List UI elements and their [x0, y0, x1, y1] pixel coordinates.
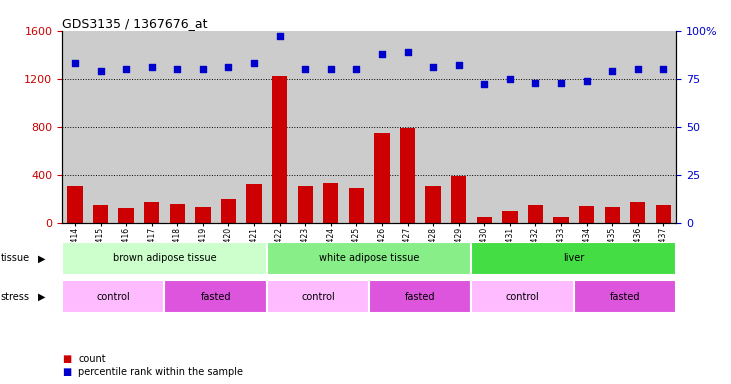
Bar — [246, 184, 262, 223]
Point — [69, 60, 81, 66]
Bar — [144, 202, 159, 223]
Bar — [374, 133, 390, 223]
Point — [606, 68, 618, 74]
Point — [273, 33, 285, 40]
Point — [325, 66, 336, 72]
Bar — [471, 242, 676, 275]
Bar — [267, 242, 471, 275]
Point — [529, 79, 541, 86]
Text: control: control — [301, 291, 335, 302]
Point — [120, 66, 132, 72]
Bar — [298, 185, 313, 223]
Bar — [630, 202, 645, 223]
Bar — [425, 185, 441, 223]
Point — [478, 81, 490, 88]
Point — [504, 76, 516, 82]
Text: stress: stress — [1, 292, 30, 302]
Bar — [400, 128, 415, 223]
Text: GDS3135 / 1367676_at: GDS3135 / 1367676_at — [62, 17, 208, 30]
Bar — [221, 199, 236, 223]
Point — [658, 66, 670, 72]
Point — [95, 68, 107, 74]
Bar — [656, 205, 671, 223]
Point — [145, 64, 158, 70]
Point — [427, 64, 439, 70]
Bar — [67, 185, 83, 223]
Point — [171, 66, 183, 72]
Text: ■: ■ — [62, 367, 72, 377]
Bar — [574, 280, 676, 313]
Point — [222, 64, 234, 70]
Text: tissue: tissue — [1, 253, 30, 263]
Text: control: control — [96, 291, 130, 302]
Point — [300, 66, 311, 72]
Point — [632, 66, 644, 72]
Bar — [579, 206, 594, 223]
Text: ▶: ▶ — [38, 292, 45, 302]
Bar — [164, 280, 267, 313]
Bar — [323, 183, 338, 223]
Point — [402, 49, 414, 55]
Point — [453, 62, 465, 68]
Text: fasted: fasted — [405, 291, 436, 302]
Bar — [195, 207, 211, 223]
Text: control: control — [506, 291, 539, 302]
Text: liver: liver — [563, 253, 585, 263]
Bar — [93, 205, 108, 223]
Bar — [451, 176, 466, 223]
Bar — [471, 280, 574, 313]
Text: count: count — [78, 354, 106, 364]
Bar — [272, 76, 287, 223]
Text: percentile rank within the sample: percentile rank within the sample — [78, 367, 243, 377]
Bar — [369, 280, 471, 313]
Point — [197, 66, 209, 72]
Point — [556, 79, 567, 86]
Bar — [553, 217, 569, 223]
Text: white adipose tissue: white adipose tissue — [319, 253, 420, 263]
Bar — [502, 211, 518, 223]
Point — [376, 51, 387, 57]
Bar — [605, 207, 620, 223]
Bar — [62, 242, 267, 275]
Bar — [349, 188, 364, 223]
Text: ▶: ▶ — [38, 253, 45, 263]
Bar — [477, 217, 492, 223]
Text: fasted: fasted — [610, 291, 640, 302]
Point — [581, 78, 593, 84]
Text: fasted: fasted — [200, 291, 231, 302]
Bar — [170, 204, 185, 223]
Point — [249, 60, 260, 66]
Bar — [528, 205, 543, 223]
Text: brown adipose tissue: brown adipose tissue — [113, 253, 216, 263]
Point — [351, 66, 363, 72]
Bar — [267, 280, 369, 313]
Text: ■: ■ — [62, 354, 72, 364]
Bar — [62, 280, 164, 313]
Bar — [118, 208, 134, 223]
